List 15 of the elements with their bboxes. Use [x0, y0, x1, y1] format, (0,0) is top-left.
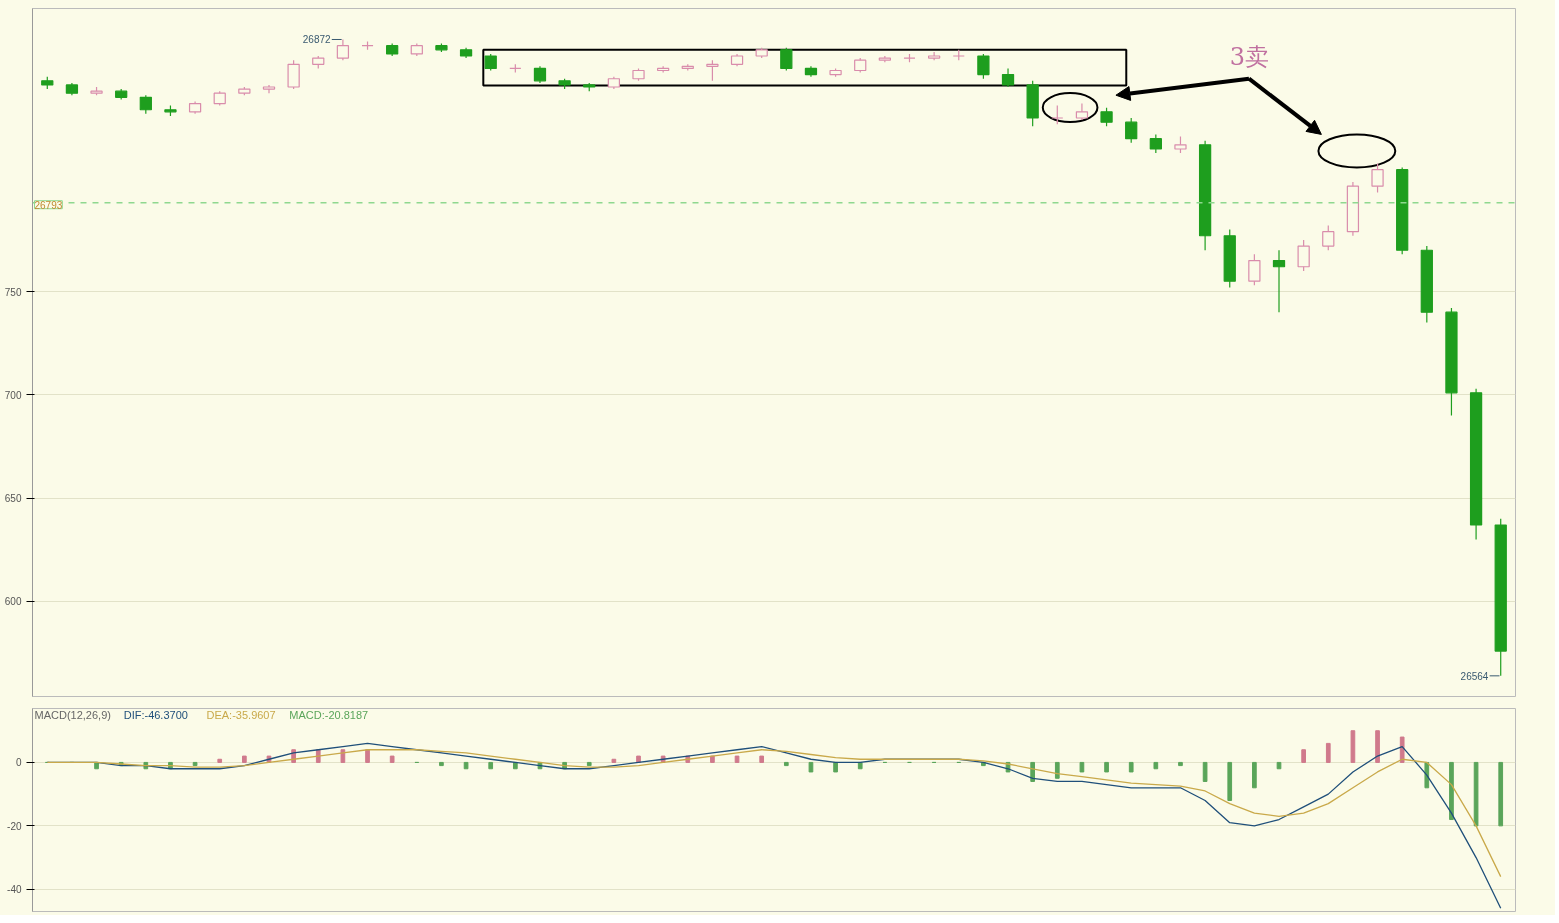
- chart-title: MACD(12,26,9): [34, 708, 111, 721]
- annotation: 26564: [1460, 670, 1489, 682]
- annotation: 3卖: [1229, 42, 1270, 71]
- annotation: 26872: [302, 34, 332, 46]
- y-tick-label: 750: [4, 286, 22, 298]
- text: DIF:-46.3700: [123, 708, 188, 721]
- y-tick-label: 650: [4, 493, 22, 505]
- text: MACD:-20.8187: [289, 708, 369, 721]
- y-tick-label: 0: [15, 757, 22, 769]
- text: DEA:-35.9607: [206, 708, 276, 721]
- y-tick-label: -40: [7, 884, 22, 896]
- annotation: 26793: [34, 199, 63, 211]
- y-tick-label: 600: [4, 596, 22, 608]
- y-tick-label: -20: [7, 820, 22, 832]
- y-tick-label: 700: [4, 389, 22, 401]
